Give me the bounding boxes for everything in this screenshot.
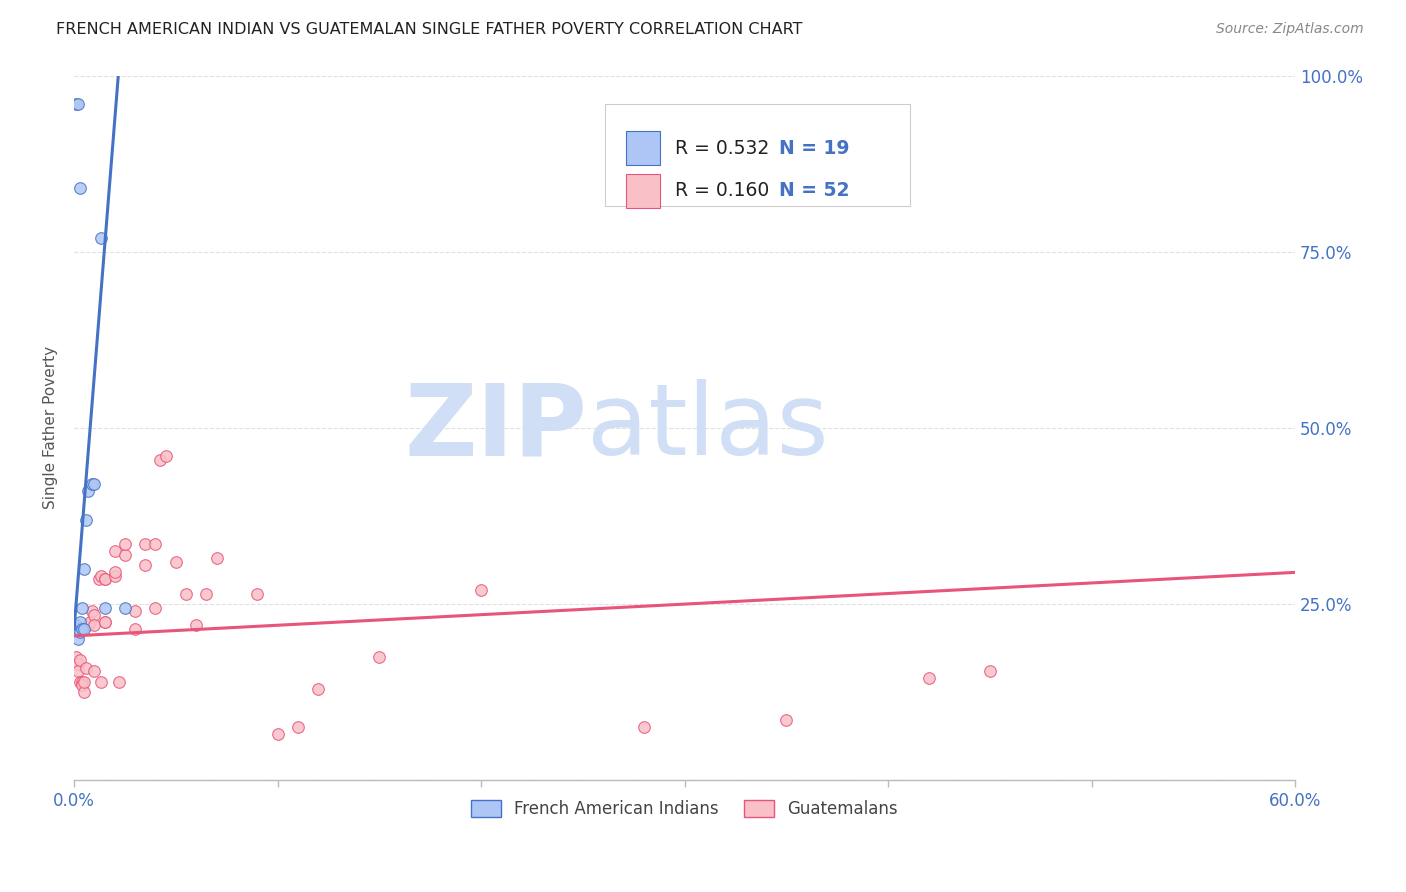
- Point: [83, 664, 105, 678]
- Point: [134, 537, 156, 551]
- Point: [70, 622, 93, 636]
- Point: [114, 548, 136, 562]
- Point: [65, 96, 87, 111]
- Point: [104, 544, 127, 558]
- Point: [368, 650, 391, 665]
- Point: [70, 674, 93, 689]
- Point: [83, 607, 105, 622]
- Point: [918, 671, 941, 685]
- Point: [82, 477, 104, 491]
- Point: [145, 537, 167, 551]
- Point: [67, 96, 90, 111]
- Text: N = 19: N = 19: [779, 138, 849, 158]
- Point: [114, 600, 136, 615]
- Point: [195, 586, 218, 600]
- Point: [186, 618, 208, 632]
- Text: FRENCH AMERICAN INDIAN VS GUATEMALAN SINGLE FATHER POVERTY CORRELATION CHART: FRENCH AMERICAN INDIAN VS GUATEMALAN SIN…: [56, 22, 803, 37]
- Point: [470, 582, 492, 597]
- Point: [69, 674, 91, 689]
- Point: [77, 484, 100, 499]
- Point: [82, 604, 104, 618]
- Point: [90, 569, 112, 583]
- Point: [104, 566, 127, 580]
- Point: [73, 685, 96, 699]
- Point: [83, 618, 105, 632]
- Point: [93, 573, 115, 587]
- Point: [205, 551, 228, 566]
- Point: [79, 615, 101, 629]
- Point: [775, 714, 797, 728]
- Point: [174, 586, 197, 600]
- Point: [93, 615, 115, 629]
- Point: [93, 615, 115, 629]
- Text: atlas: atlas: [586, 379, 828, 476]
- Point: [155, 449, 177, 463]
- Point: [73, 562, 96, 576]
- Point: [246, 586, 269, 600]
- Point: [70, 678, 93, 692]
- Point: [145, 600, 167, 615]
- Point: [75, 660, 97, 674]
- Point: [69, 625, 91, 640]
- Point: [93, 600, 115, 615]
- Legend: French American Indians, Guatemalans: French American Indians, Guatemalans: [464, 793, 904, 825]
- Point: [134, 558, 156, 573]
- Point: [979, 664, 1001, 678]
- Point: [77, 618, 100, 632]
- Point: [633, 721, 655, 735]
- Y-axis label: Single Father Poverty: Single Father Poverty: [44, 346, 58, 509]
- Point: [124, 622, 146, 636]
- Text: R = 0.532: R = 0.532: [675, 138, 769, 158]
- Point: [67, 632, 90, 647]
- Point: [67, 657, 90, 671]
- Point: [83, 477, 105, 491]
- Point: [73, 674, 96, 689]
- Point: [104, 569, 127, 583]
- Point: [69, 615, 91, 629]
- Point: [73, 622, 96, 636]
- Point: [67, 664, 90, 678]
- Point: [287, 721, 309, 735]
- Point: [75, 512, 97, 526]
- FancyBboxPatch shape: [626, 174, 661, 208]
- FancyBboxPatch shape: [626, 131, 661, 165]
- Point: [90, 674, 112, 689]
- Point: [93, 573, 115, 587]
- Point: [124, 604, 146, 618]
- Point: [90, 230, 112, 244]
- Text: N = 52: N = 52: [779, 181, 849, 201]
- Point: [148, 452, 170, 467]
- FancyBboxPatch shape: [605, 103, 911, 206]
- Point: [70, 600, 93, 615]
- Point: [65, 618, 87, 632]
- Point: [67, 622, 90, 636]
- Point: [307, 681, 329, 696]
- Point: [65, 650, 87, 665]
- Point: [69, 653, 91, 667]
- Point: [266, 727, 288, 741]
- Text: ZIP: ZIP: [404, 379, 586, 476]
- Point: [165, 555, 187, 569]
- Text: Source: ZipAtlas.com: Source: ZipAtlas.com: [1216, 22, 1364, 37]
- Text: R = 0.160: R = 0.160: [675, 181, 769, 201]
- Point: [114, 537, 136, 551]
- Point: [69, 181, 91, 195]
- Point: [87, 573, 110, 587]
- Point: [108, 674, 131, 689]
